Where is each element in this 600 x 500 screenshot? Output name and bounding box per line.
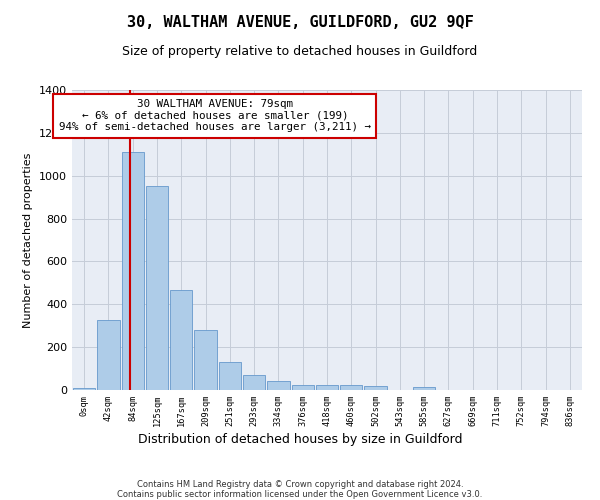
Bar bbox=[170, 290, 193, 390]
Bar bbox=[292, 386, 314, 390]
Bar bbox=[364, 386, 387, 390]
Text: Size of property relative to detached houses in Guildford: Size of property relative to detached ho… bbox=[122, 45, 478, 58]
Bar bbox=[243, 375, 265, 390]
Text: Contains HM Land Registry data © Crown copyright and database right 2024.
Contai: Contains HM Land Registry data © Crown c… bbox=[118, 480, 482, 500]
Bar bbox=[316, 384, 338, 390]
Bar bbox=[73, 388, 95, 390]
Bar bbox=[146, 186, 168, 390]
Y-axis label: Number of detached properties: Number of detached properties bbox=[23, 152, 34, 328]
Bar bbox=[97, 320, 119, 390]
Bar bbox=[194, 330, 217, 390]
Bar bbox=[218, 362, 241, 390]
Bar bbox=[340, 386, 362, 390]
Text: Distribution of detached houses by size in Guildford: Distribution of detached houses by size … bbox=[138, 432, 462, 446]
Bar bbox=[122, 152, 144, 390]
Bar bbox=[267, 381, 290, 390]
Text: 30 WALTHAM AVENUE: 79sqm
← 6% of detached houses are smaller (199)
94% of semi-d: 30 WALTHAM AVENUE: 79sqm ← 6% of detache… bbox=[59, 99, 371, 132]
Text: 30, WALTHAM AVENUE, GUILDFORD, GU2 9QF: 30, WALTHAM AVENUE, GUILDFORD, GU2 9QF bbox=[127, 15, 473, 30]
Bar bbox=[413, 388, 436, 390]
